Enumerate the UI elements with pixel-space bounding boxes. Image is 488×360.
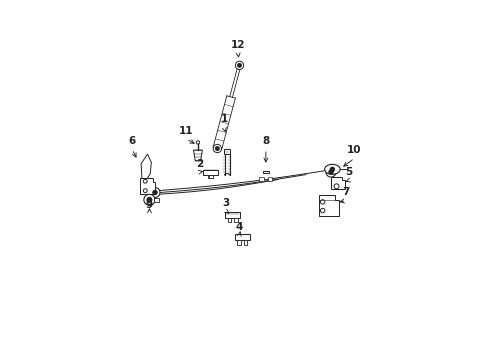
Circle shape <box>333 184 338 189</box>
Circle shape <box>150 188 160 198</box>
FancyBboxPatch shape <box>224 212 240 218</box>
Text: 12: 12 <box>230 40 245 50</box>
Polygon shape <box>318 195 339 216</box>
FancyBboxPatch shape <box>203 170 218 175</box>
Text: 8: 8 <box>262 136 269 146</box>
FancyBboxPatch shape <box>234 234 249 240</box>
Text: 10: 10 <box>346 145 361 155</box>
Circle shape <box>143 189 147 193</box>
Text: 9: 9 <box>145 199 153 210</box>
Ellipse shape <box>324 164 340 174</box>
Circle shape <box>235 61 243 69</box>
Circle shape <box>152 190 157 195</box>
Circle shape <box>215 147 219 150</box>
FancyBboxPatch shape <box>267 177 272 181</box>
Circle shape <box>196 141 199 144</box>
Circle shape <box>320 200 324 204</box>
Text: 3: 3 <box>222 198 229 208</box>
Text: 4: 4 <box>235 222 243 232</box>
Text: 6: 6 <box>128 136 135 146</box>
Polygon shape <box>330 177 345 189</box>
Polygon shape <box>140 177 155 194</box>
Circle shape <box>146 197 152 202</box>
Polygon shape <box>193 150 202 161</box>
FancyBboxPatch shape <box>237 240 240 245</box>
FancyBboxPatch shape <box>244 240 247 245</box>
FancyBboxPatch shape <box>154 198 159 202</box>
Text: 1: 1 <box>220 114 227 125</box>
Circle shape <box>143 179 147 183</box>
Circle shape <box>213 144 221 153</box>
Polygon shape <box>213 96 235 150</box>
Text: 2: 2 <box>195 159 203 169</box>
Circle shape <box>328 170 332 174</box>
FancyBboxPatch shape <box>259 177 264 181</box>
Circle shape <box>143 194 155 205</box>
Text: 7: 7 <box>342 187 349 197</box>
FancyBboxPatch shape <box>208 175 213 178</box>
FancyBboxPatch shape <box>233 218 237 222</box>
Circle shape <box>329 167 334 172</box>
FancyBboxPatch shape <box>207 175 212 178</box>
Polygon shape <box>141 154 151 182</box>
Text: 5: 5 <box>345 167 352 177</box>
FancyBboxPatch shape <box>227 218 231 222</box>
Circle shape <box>320 208 324 213</box>
FancyBboxPatch shape <box>263 171 268 174</box>
FancyBboxPatch shape <box>224 149 230 154</box>
Circle shape <box>237 63 241 67</box>
Circle shape <box>325 167 335 177</box>
Text: 11: 11 <box>179 126 193 135</box>
